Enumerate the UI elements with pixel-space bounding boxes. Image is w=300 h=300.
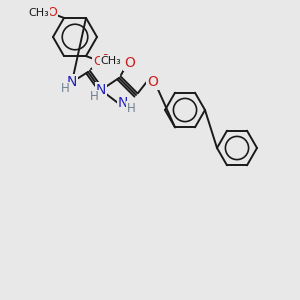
Text: H: H: [61, 82, 69, 95]
Text: O: O: [47, 6, 57, 20]
Text: N: N: [118, 96, 128, 110]
Text: N: N: [67, 75, 77, 89]
Text: O: O: [100, 53, 110, 67]
Text: O: O: [124, 56, 135, 70]
Text: CH₃: CH₃: [28, 8, 50, 18]
Text: CH₃: CH₃: [100, 56, 122, 66]
Text: H: H: [90, 91, 98, 103]
Text: H: H: [127, 101, 135, 115]
Text: O: O: [93, 55, 103, 68]
Text: O: O: [148, 75, 158, 89]
Text: N: N: [96, 83, 106, 97]
